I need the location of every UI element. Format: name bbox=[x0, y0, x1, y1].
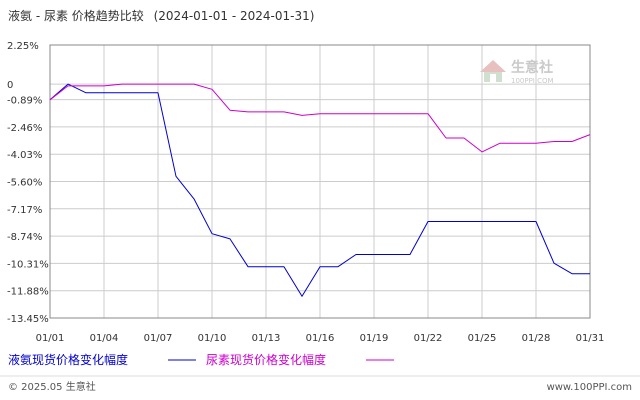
series-line-2 bbox=[49, 83, 591, 153]
y-tick-label: -2.46% bbox=[7, 123, 42, 134]
y-tick-label: 2.25% bbox=[7, 41, 39, 52]
y-tick-label: -7.17% bbox=[7, 205, 42, 216]
watermark-name: 生意社 bbox=[511, 59, 553, 76]
x-tick-label: 01/16 bbox=[306, 333, 335, 344]
x-tick-label: 01/25 bbox=[468, 333, 497, 344]
watermark-url: 100PPI.COM bbox=[511, 77, 554, 85]
x-tick-label: 01/22 bbox=[414, 333, 443, 344]
series-lines bbox=[49, 83, 591, 297]
series-line-1 bbox=[49, 83, 590, 297]
watermark: 生意社 100PPI.COM bbox=[480, 59, 554, 85]
x-tick-label: 01/07 bbox=[144, 333, 173, 344]
y-tick-label: 0 bbox=[7, 80, 13, 91]
y-tick-label: -13.45% bbox=[7, 314, 49, 325]
x-tick-label: 01/19 bbox=[360, 333, 389, 344]
x-tick-label: 01/10 bbox=[198, 333, 227, 344]
chart-title: 液氨 - 尿素 价格趋势比较 (2024-01-01 - 2024-01-31) bbox=[8, 8, 314, 23]
legend: 液氨现货价格变化幅度 尿素现货价格变化幅度 bbox=[8, 352, 394, 367]
watermark-logo-icon bbox=[480, 60, 506, 82]
x-axis-ticks: 01/01 01/04 01/07 01/10 01/13 01/16 01/19 01/22… bbox=[36, 333, 605, 344]
y-tick-label: -5.60% bbox=[7, 178, 42, 189]
x-tick-label: 01/01 bbox=[36, 333, 65, 344]
y-tick-label: -0.89% bbox=[7, 96, 42, 107]
footer-copyright: © 2025.05 生意社 bbox=[8, 380, 96, 393]
footer-url: www.100PPI.com bbox=[547, 382, 632, 393]
x-tick-label: 01/28 bbox=[522, 333, 551, 344]
y-tick-label: -10.31% bbox=[7, 259, 49, 270]
x-tick-label: 01/13 bbox=[252, 333, 281, 344]
y-tick-label: -8.74% bbox=[7, 232, 42, 243]
x-tick-label: 01/31 bbox=[576, 333, 605, 344]
chart-title-main: 液氨 - 尿素 价格趋势比较 bbox=[8, 8, 144, 23]
y-tick-label: -4.03% bbox=[7, 150, 42, 161]
legend-label-1: 液氨现货价格变化幅度 bbox=[8, 352, 128, 367]
y-tick-label: -11.88% bbox=[7, 287, 49, 298]
legend-label-2: 尿素现货价格变化幅度 bbox=[206, 352, 326, 367]
chart-title-range: (2024-01-01 - 2024-01-31) bbox=[154, 9, 315, 23]
x-tick-label: 01/04 bbox=[90, 333, 119, 344]
y-axis-ticks: 2.25% 0 -0.89% -2.46% -4.03% -5.60% -7.17% -8.7… bbox=[7, 41, 49, 325]
footer: © 2025.05 生意社 www.100PPI.com bbox=[0, 375, 640, 393]
plot-frame bbox=[49, 44, 591, 319]
grid bbox=[50, 45, 590, 318]
